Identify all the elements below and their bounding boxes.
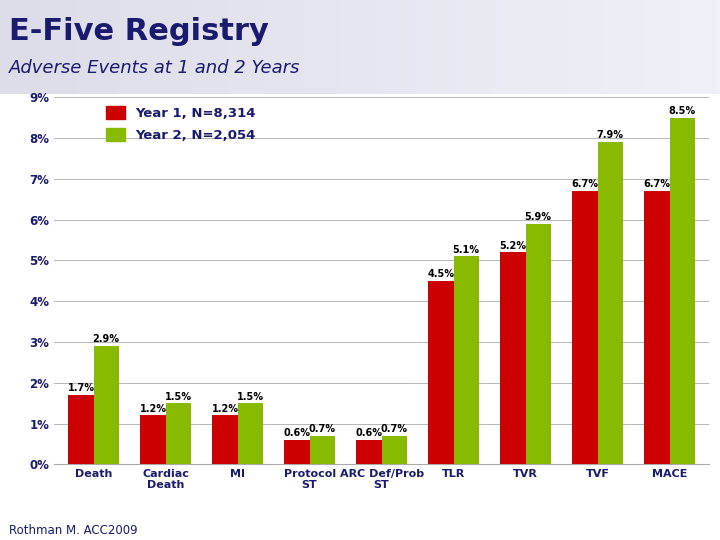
Text: 2.9%: 2.9% [93,334,120,345]
Bar [140,415,166,464]
Bar [68,395,94,464]
Bar [310,436,335,464]
Bar [572,191,598,464]
Text: 5.9%: 5.9% [525,212,552,222]
Bar [428,281,454,464]
Text: E-Five Registry: E-Five Registry [9,17,269,46]
Text: 0.7%: 0.7% [309,424,336,434]
Legend: Year 1, N=8,314, Year 2, N=2,054: Year 1, N=8,314, Year 2, N=2,054 [107,106,256,142]
Bar [284,440,310,464]
Text: 5.2%: 5.2% [500,241,526,251]
Text: 0.6%: 0.6% [284,428,310,438]
Bar [644,191,670,464]
Text: 5.1%: 5.1% [453,245,480,255]
Bar [382,436,407,464]
Text: 4.5%: 4.5% [428,269,454,279]
Text: 8.5%: 8.5% [669,106,696,116]
Text: 1.2%: 1.2% [140,404,166,414]
Text: 0.6%: 0.6% [356,428,382,438]
Text: 7.9%: 7.9% [597,131,624,140]
Text: 1.2%: 1.2% [212,404,238,414]
Text: 6.7%: 6.7% [644,179,670,190]
Bar [500,252,526,464]
Text: 1.5%: 1.5% [165,392,192,402]
Bar [598,142,623,464]
Bar [356,440,382,464]
Text: 6.7%: 6.7% [572,179,598,190]
Bar [526,224,551,464]
Bar [166,403,191,464]
Bar [238,403,263,464]
Text: 1.5%: 1.5% [237,392,264,402]
Bar [670,118,695,464]
Bar [212,415,238,464]
Bar [94,346,119,464]
Text: Rothman M. ACC2009: Rothman M. ACC2009 [9,524,138,537]
Text: 0.7%: 0.7% [381,424,408,434]
Text: 1.7%: 1.7% [68,383,94,394]
Text: Adverse Events at 1 and 2 Years: Adverse Events at 1 and 2 Years [9,58,301,77]
Bar [454,256,479,464]
